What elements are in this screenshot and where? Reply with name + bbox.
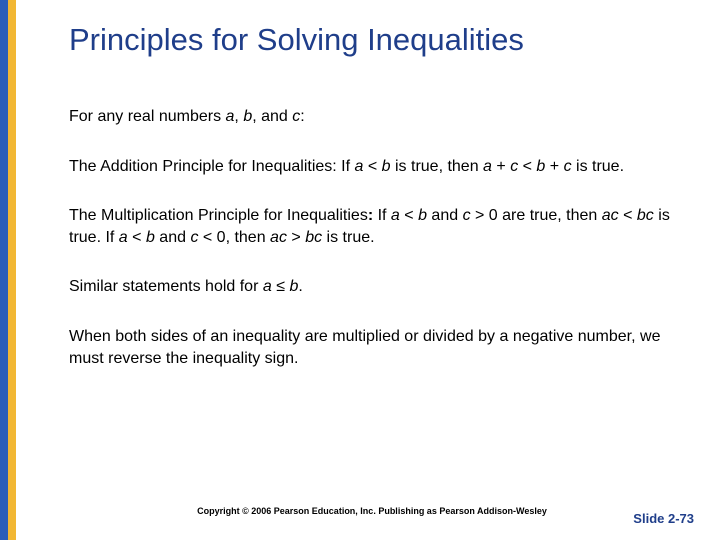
- mult-t3: is true.: [322, 229, 374, 246]
- addition-lt2: <: [518, 158, 536, 175]
- mult-lt1: <: [400, 207, 418, 224]
- intro-sep2: , and: [252, 108, 292, 125]
- addition-b1: b: [382, 158, 391, 175]
- multiplication-principle: The Multiplication Principle for Inequal…: [69, 205, 690, 248]
- mult-ac1: ac: [602, 207, 619, 224]
- addition-principle: The Addition Principle for Inequalities:…: [69, 156, 690, 178]
- intro-sep1: ,: [234, 108, 243, 125]
- addition-plus2: +: [545, 158, 563, 175]
- intro-b: b: [243, 108, 252, 125]
- reverse-statement: When both sides of an inequality are mul…: [69, 326, 690, 369]
- mult-a1: a: [391, 207, 400, 224]
- intro-suffix: :: [300, 108, 304, 125]
- addition-b2: b: [536, 158, 545, 175]
- addition-c1: c: [510, 158, 518, 175]
- slide-content: Principles for Solving Inequalities For …: [24, 0, 720, 540]
- mult-t1: If: [373, 207, 391, 224]
- slide-left-border: [0, 0, 24, 540]
- addition-t3: is true.: [572, 158, 624, 175]
- mult-b1: b: [418, 207, 427, 224]
- copyright-text: Copyright © 2006 Pearson Education, Inc.…: [24, 506, 720, 516]
- addition-t1: If: [337, 158, 355, 175]
- border-stripe-yellow: [8, 0, 16, 540]
- mult-label: The Multiplication Principle for Inequal…: [69, 207, 368, 224]
- addition-c2: c: [564, 158, 572, 175]
- intro-prefix: For any real numbers: [69, 108, 226, 125]
- slide-title: Principles for Solving Inequalities: [69, 22, 690, 58]
- similar-le: ≤: [272, 278, 290, 295]
- border-stripe-blue: [0, 0, 8, 540]
- addition-plus1: +: [492, 158, 510, 175]
- intro-line: For any real numbers a, b, and c:: [69, 106, 690, 128]
- mult-lt2: <: [619, 207, 637, 224]
- addition-a2: a: [483, 158, 492, 175]
- mult-and2: and: [155, 229, 191, 246]
- mult-ac2: ac: [270, 229, 287, 246]
- mult-lt3: <: [128, 229, 146, 246]
- mult-gt1: > 0 are true, then: [471, 207, 602, 224]
- similar-t2: .: [298, 278, 302, 295]
- mult-and1: and: [427, 207, 463, 224]
- slide-number: Slide 2-73: [633, 511, 694, 526]
- mult-bc2: bc: [305, 229, 322, 246]
- similar-t1: Similar statements hold for: [69, 278, 263, 295]
- addition-label: The Addition Principle for Inequalities:: [69, 158, 337, 175]
- mult-c1: c: [463, 207, 471, 224]
- addition-lt1: <: [363, 158, 381, 175]
- mult-bc1: bc: [637, 207, 654, 224]
- similar-statement: Similar statements hold for a ≤ b.: [69, 276, 690, 298]
- mult-gt2: >: [287, 229, 305, 246]
- slide-footer: Copyright © 2006 Pearson Education, Inc.…: [24, 506, 720, 526]
- addition-t2: is true, then: [391, 158, 484, 175]
- similar-a: a: [263, 278, 272, 295]
- mult-b2: b: [146, 229, 155, 246]
- similar-b: b: [289, 278, 298, 295]
- mult-a2: a: [119, 229, 128, 246]
- mult-lt4: < 0, then: [198, 229, 270, 246]
